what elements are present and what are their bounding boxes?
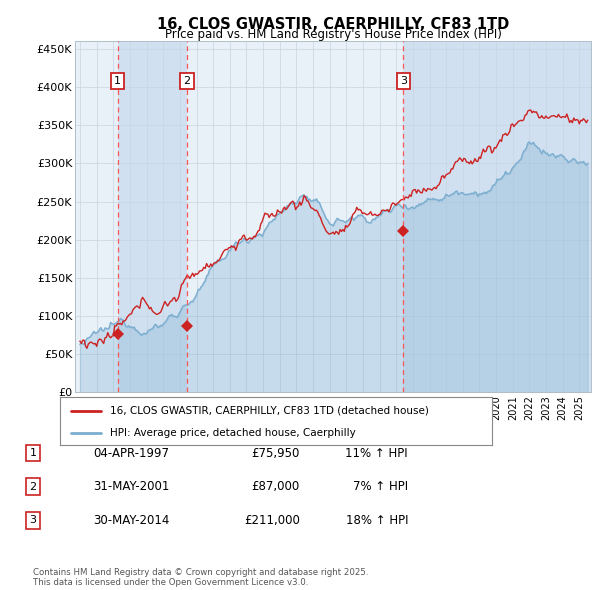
Text: Price paid vs. HM Land Registry's House Price Index (HPI): Price paid vs. HM Land Registry's House … <box>164 28 502 41</box>
Text: 30-MAY-2014: 30-MAY-2014 <box>93 514 169 527</box>
Text: £75,950: £75,950 <box>251 447 300 460</box>
Text: 7% ↑ HPI: 7% ↑ HPI <box>353 480 408 493</box>
Text: 1: 1 <box>29 448 37 458</box>
Text: 2: 2 <box>29 482 37 491</box>
Text: 16, CLOS GWASTIR, CAERPHILLY, CF83 1TD (detached house): 16, CLOS GWASTIR, CAERPHILLY, CF83 1TD (… <box>110 405 428 415</box>
Bar <box>403 41 591 392</box>
Text: 3: 3 <box>29 516 37 525</box>
Text: 3: 3 <box>400 76 407 86</box>
Text: 11% ↑ HPI: 11% ↑ HPI <box>346 447 408 460</box>
Text: 18% ↑ HPI: 18% ↑ HPI <box>346 514 408 527</box>
Text: Contains HM Land Registry data © Crown copyright and database right 2025.
This d: Contains HM Land Registry data © Crown c… <box>33 568 368 587</box>
Text: £211,000: £211,000 <box>244 514 300 527</box>
Text: 16, CLOS GWASTIR, CAERPHILLY, CF83 1TD: 16, CLOS GWASTIR, CAERPHILLY, CF83 1TD <box>157 17 509 31</box>
Text: 2: 2 <box>183 76 190 86</box>
Text: £87,000: £87,000 <box>252 480 300 493</box>
Bar <box>118 41 187 392</box>
Text: 31-MAY-2001: 31-MAY-2001 <box>93 480 169 493</box>
Text: HPI: Average price, detached house, Caerphilly: HPI: Average price, detached house, Caer… <box>110 428 355 438</box>
Text: 1: 1 <box>114 76 121 86</box>
Text: 04-APR-1997: 04-APR-1997 <box>93 447 169 460</box>
